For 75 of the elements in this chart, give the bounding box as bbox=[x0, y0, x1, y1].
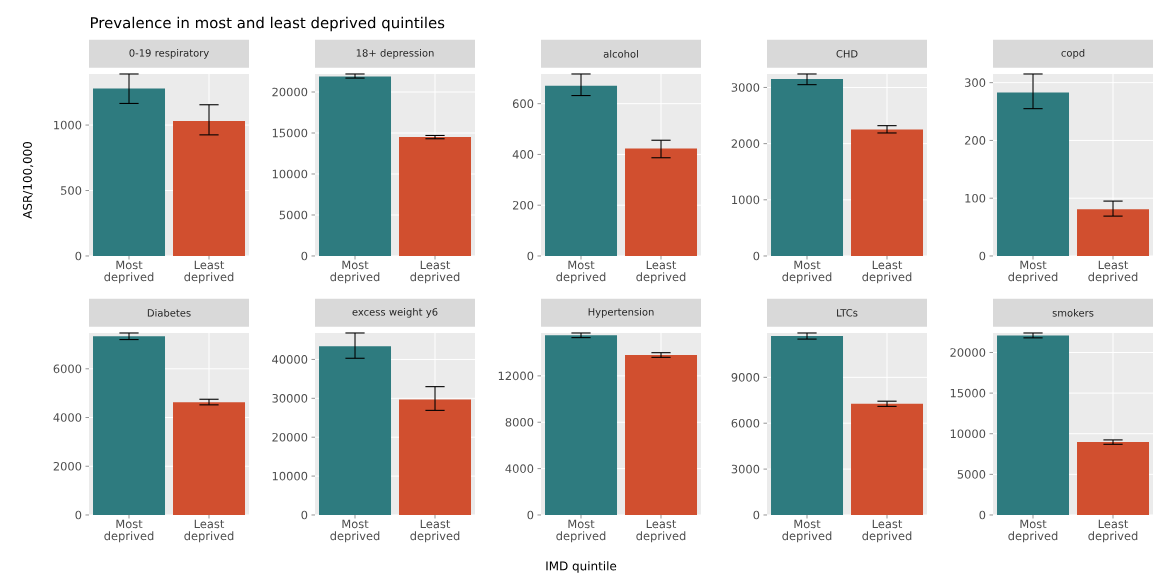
y-tick-label: 5000 bbox=[957, 470, 986, 479]
x-axis-title: IMD quintile bbox=[546, 561, 617, 573]
y-tick-label: 400 bbox=[512, 150, 534, 159]
y-tick-label: 5000 bbox=[279, 210, 308, 220]
y-tick-label: 3000 bbox=[731, 464, 760, 474]
y-tick-label: 0 bbox=[753, 251, 760, 261]
y-tick-label: 0 bbox=[979, 251, 986, 261]
y-tick-label: 8000 bbox=[505, 417, 534, 427]
text: Prevalence in most and least deprived quintiles bbox=[91, 16, 445, 32]
x-tick-label: Most deprived bbox=[330, 519, 380, 543]
x-tick-label: Least deprived bbox=[184, 260, 234, 284]
chart-title: alcohol bbox=[603, 49, 638, 58]
y-tick-label: 10000 bbox=[272, 471, 308, 481]
y-tick-label: 6000 bbox=[731, 418, 760, 428]
x-tick-label: Most deprived bbox=[104, 260, 154, 284]
y-tick-label: 20000 bbox=[950, 348, 986, 357]
y-tick-label: 9000 bbox=[731, 373, 760, 382]
y-tick-label: 100 bbox=[965, 193, 986, 203]
x-tick-label: Most deprived bbox=[1008, 519, 1058, 543]
y-tick-label: 0 bbox=[75, 251, 82, 261]
y-tick-label: 0 bbox=[527, 510, 534, 520]
y-tick-label: 0 bbox=[75, 510, 82, 520]
y-tick-label: 12000 bbox=[498, 371, 534, 381]
x-tick-label: Most deprived bbox=[556, 519, 606, 543]
y-tick-label: 200 bbox=[964, 136, 986, 145]
x-tick-label: Most deprived bbox=[330, 260, 380, 284]
y-tick-label: 1000 bbox=[54, 120, 82, 130]
y-tick-label: 10000 bbox=[272, 169, 308, 179]
y-tick-label: 0 bbox=[527, 251, 534, 261]
y-tick-label: 4000 bbox=[505, 464, 534, 473]
y-tick-label: 6000 bbox=[53, 364, 82, 374]
x-tick-label: Least deprived bbox=[410, 260, 460, 284]
x-tick-label: Most deprived bbox=[104, 519, 154, 543]
y-tick-label: 15000 bbox=[950, 388, 986, 398]
y-tick-label: 40000 bbox=[272, 355, 308, 364]
y-tick-label: 300 bbox=[965, 78, 986, 87]
y-axis-title: ASR/100,000 bbox=[22, 142, 34, 219]
chart-title: smokers bbox=[1052, 308, 1094, 317]
y-tick-label: 20000 bbox=[272, 87, 308, 97]
y-tick-label: 0 bbox=[301, 510, 308, 520]
y-tick-label: 30000 bbox=[272, 393, 308, 403]
y-tick-label: 0 bbox=[753, 510, 760, 520]
y-tick-label: 200 bbox=[512, 200, 534, 210]
x-tick-label: Least deprived bbox=[1088, 519, 1138, 543]
y-tick-label: 10000 bbox=[950, 429, 986, 439]
chart-title: Diabetes bbox=[147, 308, 191, 317]
y-tick-label: 0 bbox=[301, 251, 308, 261]
chart-title: excess weight y6 bbox=[352, 307, 438, 318]
x-tick-label: Least deprived bbox=[862, 519, 912, 543]
x-tick-label: Most deprived bbox=[782, 519, 832, 543]
x-tick-label: Least deprived bbox=[1088, 260, 1138, 284]
y-tick-label: 4000 bbox=[53, 413, 82, 422]
chart-title: 0-19 respiratory bbox=[129, 48, 209, 59]
chart-title: CHD bbox=[836, 50, 858, 58]
x-tick-label: Least deprived bbox=[410, 519, 460, 543]
y-tick-label: 1000 bbox=[732, 195, 760, 205]
x-tick-label: Least deprived bbox=[636, 260, 686, 284]
x-tick-label: Least deprived bbox=[862, 260, 912, 284]
chart-title: 18+ depression bbox=[356, 48, 434, 59]
x-tick-label: Least deprived bbox=[184, 519, 234, 543]
y-tick-label: 2000 bbox=[53, 461, 82, 471]
y-tick-label: 600 bbox=[512, 99, 534, 109]
chart-title: LTCs bbox=[837, 309, 858, 317]
y-tick-label: 2000 bbox=[731, 139, 760, 148]
x-tick-label: Most deprived bbox=[1008, 260, 1058, 284]
chart-title: copd bbox=[1061, 48, 1085, 59]
x-tick-label: Least deprived bbox=[636, 519, 686, 543]
y-tick-label: 500 bbox=[61, 186, 82, 195]
y-tick-label: 0 bbox=[979, 510, 986, 520]
x-tick-label: Most deprived bbox=[782, 260, 832, 284]
y-tick-label: 15000 bbox=[272, 128, 308, 138]
y-tick-label: 20000 bbox=[272, 432, 308, 442]
x-tick-label: Most deprived bbox=[556, 260, 606, 284]
chart-title: Hypertension bbox=[588, 307, 654, 318]
y-tick-label: 3000 bbox=[731, 83, 760, 92]
